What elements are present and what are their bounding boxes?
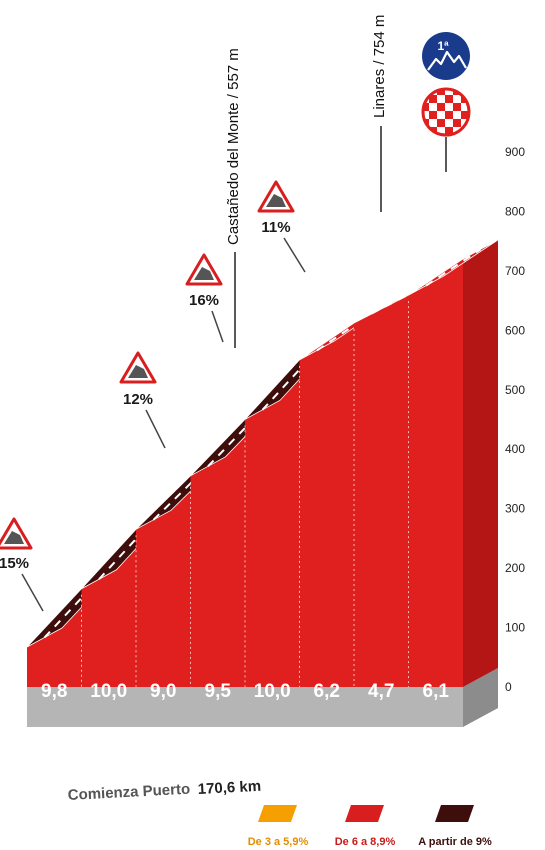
steep-gradient-icon [0, 517, 33, 550]
segment-front-face [245, 359, 300, 687]
segment-front-face [354, 295, 409, 687]
segment-gradient-label: 6,1 [423, 681, 450, 702]
segment-gradient-label: 10,0 [90, 681, 127, 702]
steep-gradient-icon [119, 351, 157, 384]
y-tick-label: 200 [505, 561, 525, 575]
y-tick-label: 900 [505, 145, 525, 159]
gradient-leader-line [211, 310, 224, 343]
gradient-leader-line [283, 237, 306, 273]
max-gradient-label: 15% [0, 555, 29, 572]
segment-front-face [136, 475, 191, 687]
legend-label: De 6 a 8,9% [335, 836, 396, 848]
base-front-face [27, 687, 463, 727]
max-gradient-label: 16% [189, 292, 219, 309]
gradient-leader-line [21, 573, 44, 612]
legend-swatch [258, 805, 297, 822]
y-tick-label: 600 [505, 323, 525, 337]
segment-center-line [316, 312, 373, 352]
steep-gradient-icon [257, 180, 295, 213]
checkered-flag-icon [421, 87, 471, 137]
segment-gradient-label: 9,8 [41, 681, 67, 702]
legend-label: A partir de 9% [418, 836, 492, 848]
segment-front-face [408, 258, 463, 687]
y-tick-label: 500 [505, 383, 525, 397]
steep-gradient-icon [185, 253, 223, 286]
legend-item: De 6 a 8,9% [335, 805, 396, 848]
segment-front-face [81, 529, 136, 687]
segment-gradient-label: 4,7 [368, 681, 394, 702]
legend-swatch [435, 805, 474, 822]
segment-gradient-label: 9,0 [150, 681, 176, 702]
max-gradient-label: 11% [261, 219, 290, 236]
mountain-icon: 1ª [422, 32, 470, 80]
start-km-label: 170,6 km [197, 778, 261, 798]
segment-gradient-label: 9,5 [205, 681, 232, 702]
landmark-label: Linares / 754 m [371, 15, 388, 118]
max-gradient-label: 12% [123, 391, 153, 408]
segment-gradient-label: 10,0 [254, 681, 291, 702]
y-tick-label: 400 [505, 442, 525, 456]
legend-item: A partir de 9% [418, 805, 492, 848]
legend-item: De 3 a 5,9% [248, 805, 309, 848]
y-tick-label: 800 [505, 204, 525, 218]
segment-front-face [299, 323, 354, 687]
base-side-face [463, 668, 498, 727]
start-label: Comienza Puerto [67, 781, 190, 804]
y-tick-label: 700 [505, 264, 525, 278]
gradient-leader-line [145, 409, 166, 449]
landmark-label: Castañedo del Monte / 557 m [225, 48, 242, 245]
y-tick-label: 0 [505, 680, 512, 694]
legend-swatch [345, 805, 384, 822]
category-badge-text: 1ª [437, 39, 449, 53]
segment-center-line [425, 248, 482, 287]
segment-gradient-label: 6,2 [314, 681, 340, 702]
profile-side-face [463, 239, 498, 687]
segment-front-face [190, 419, 245, 687]
y-tick-label: 300 [505, 502, 525, 516]
y-tick-label: 100 [505, 621, 525, 635]
legend-label: De 3 a 5,9% [248, 836, 309, 848]
